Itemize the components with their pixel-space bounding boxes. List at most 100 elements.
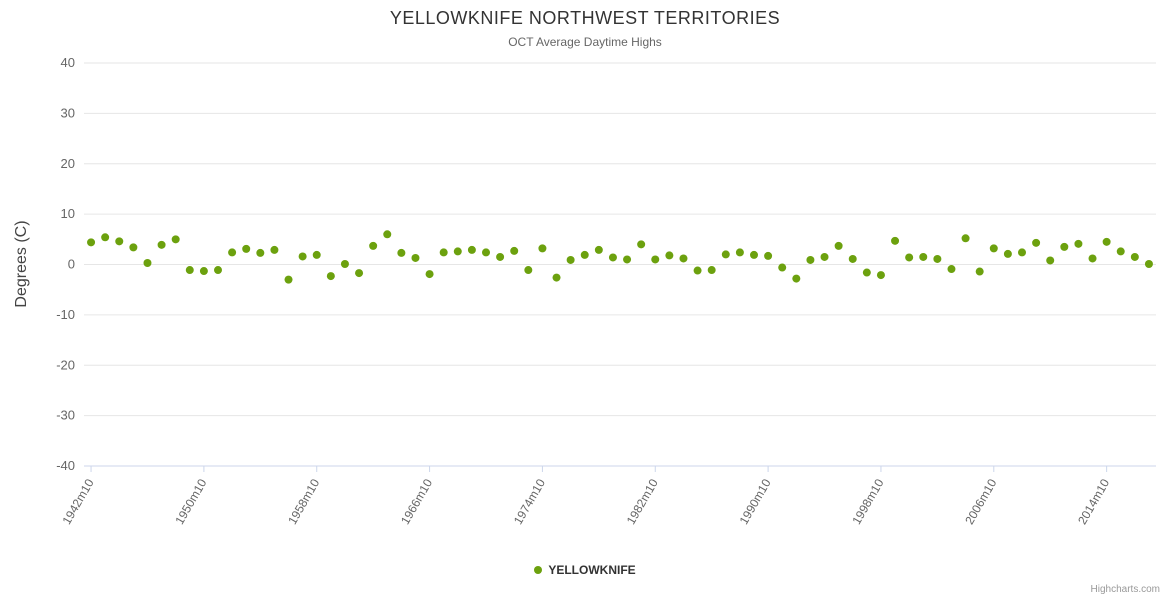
data-point[interactable] — [933, 254, 942, 263]
x-axis-tick-label: 1966m10 — [398, 476, 435, 527]
data-point[interactable] — [284, 275, 293, 284]
data-point[interactable] — [185, 266, 194, 275]
x-axis-tick-label: 1990m10 — [737, 476, 774, 527]
data-point[interactable] — [750, 250, 758, 259]
data-point[interactable] — [1003, 249, 1012, 258]
data-point[interactable] — [905, 253, 914, 262]
data-point[interactable] — [848, 254, 857, 263]
data-point[interactable] — [721, 250, 730, 259]
data-point[interactable] — [764, 251, 773, 260]
data-point[interactable] — [1046, 256, 1055, 265]
data-point[interactable] — [1144, 259, 1153, 268]
x-axis-tick-label: 1998m10 — [849, 476, 886, 527]
data-point[interactable] — [989, 244, 998, 253]
x-axis-tick-label: 1950m10 — [172, 476, 209, 527]
y-axis-tick-label: -10 — [56, 307, 75, 322]
data-point[interactable] — [707, 266, 716, 275]
data-point[interactable] — [947, 265, 956, 274]
x-axis-tick-label: 1958m10 — [285, 476, 322, 527]
data-point[interactable] — [1032, 238, 1041, 247]
data-point[interactable] — [199, 267, 208, 276]
data-point[interactable] — [623, 255, 632, 264]
data-point[interactable] — [298, 252, 307, 261]
data-point[interactable] — [242, 244, 251, 253]
data-point[interactable] — [862, 268, 871, 277]
data-point[interactable] — [834, 241, 843, 250]
data-point[interactable] — [1102, 237, 1111, 246]
data-point[interactable] — [326, 272, 335, 281]
data-point[interactable] — [524, 266, 533, 275]
data-point[interactable] — [651, 255, 660, 264]
data-point[interactable] — [594, 245, 603, 254]
x-axis-tick-label: 2014m10 — [1075, 476, 1112, 527]
data-point[interactable] — [778, 263, 787, 272]
x-axis-tick-label: 1942m10 — [60, 476, 97, 527]
data-point[interactable] — [228, 248, 237, 257]
data-point[interactable] — [792, 274, 801, 283]
data-point[interactable] — [397, 248, 406, 257]
data-point[interactable] — [1116, 247, 1125, 256]
data-point[interactable] — [876, 271, 885, 280]
data-point[interactable] — [891, 236, 900, 245]
data-point[interactable] — [171, 235, 180, 244]
data-point[interactable] — [496, 252, 505, 261]
data-point[interactable] — [975, 267, 984, 276]
data-point[interactable] — [439, 248, 448, 257]
data-point[interactable] — [1060, 242, 1069, 251]
data-point[interactable] — [115, 237, 124, 246]
data-point[interactable] — [482, 248, 490, 257]
data-point[interactable] — [369, 241, 378, 250]
data-point[interactable] — [157, 240, 166, 249]
data-point[interactable] — [312, 250, 321, 259]
data-point[interactable] — [552, 273, 561, 282]
data-point[interactable] — [1088, 254, 1097, 263]
data-point[interactable] — [101, 233, 110, 242]
data-point[interactable] — [961, 234, 970, 243]
y-axis-tick-label: -40 — [56, 458, 75, 473]
data-point[interactable] — [679, 254, 688, 263]
data-point[interactable] — [1018, 248, 1026, 257]
data-point[interactable] — [256, 248, 265, 257]
data-point[interactable] — [1074, 239, 1083, 248]
legend-marker-icon — [534, 566, 543, 574]
data-point[interactable] — [806, 255, 815, 264]
y-axis-tick-label: 0 — [68, 257, 75, 272]
y-axis-tick-label: 30 — [61, 105, 75, 120]
data-point[interactable] — [608, 253, 617, 262]
data-point[interactable] — [270, 245, 279, 254]
data-point[interactable] — [214, 266, 222, 275]
data-point[interactable] — [693, 266, 702, 275]
data-point[interactable] — [87, 238, 96, 247]
legend: YELLOWKNIFE — [0, 563, 1170, 577]
x-axis-tick-label: 2006m10 — [962, 476, 999, 527]
data-point[interactable] — [665, 251, 674, 260]
data-point[interactable] — [383, 230, 392, 239]
x-axis-tick-label: 1974m10 — [511, 476, 548, 527]
data-point[interactable] — [566, 255, 575, 264]
data-point[interactable] — [355, 269, 364, 278]
chart-title: YELLOWKNIFE NORTHWEST TERRITORIES — [389, 8, 781, 28]
data-point[interactable] — [143, 258, 152, 267]
data-point[interactable] — [637, 240, 646, 249]
data-point[interactable] — [580, 250, 589, 259]
y-axis-tick-label: -20 — [56, 357, 75, 372]
data-point[interactable] — [129, 243, 138, 252]
data-point[interactable] — [919, 252, 928, 261]
legend-item-yellowknife[interactable]: YELLOWKNIFE — [534, 563, 636, 577]
data-point[interactable] — [467, 245, 476, 254]
credits-link[interactable]: Highcharts.com — [1090, 584, 1160, 595]
chart-subtitle: OCT Average Daytime Highs — [508, 35, 662, 49]
data-point[interactable] — [453, 247, 462, 256]
data-point[interactable] — [411, 253, 420, 262]
y-axis-tick-label: 20 — [61, 156, 75, 171]
data-point[interactable] — [425, 270, 434, 279]
y-axis-tick-label: 40 — [61, 55, 75, 70]
data-point[interactable] — [510, 246, 519, 255]
data-point[interactable] — [340, 259, 349, 268]
data-point[interactable] — [735, 248, 744, 257]
data-point[interactable] — [820, 252, 829, 261]
data-point[interactable] — [1130, 252, 1139, 261]
data-point[interactable] — [538, 244, 547, 253]
